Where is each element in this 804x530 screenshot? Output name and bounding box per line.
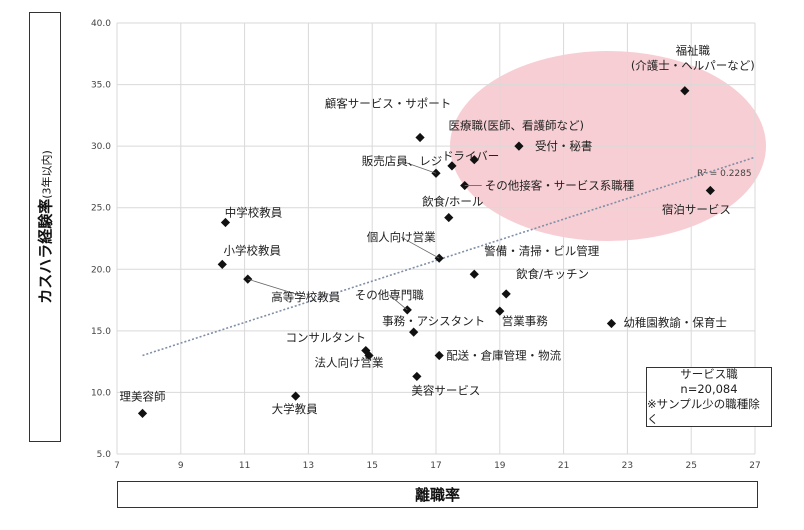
data-point: [415, 132, 425, 143]
label-leader-line: [401, 160, 437, 174]
x-tick-label: 7: [114, 461, 120, 471]
point-label: 高等学校教員: [271, 290, 340, 304]
trendline: [142, 156, 756, 357]
point-label: 営業事務: [502, 314, 548, 328]
point-sublabel: (介護士・ヘルパーなど): [631, 59, 755, 73]
data-point: [137, 408, 148, 418]
x-axis-label-box: 離職率: [117, 481, 758, 508]
x-tick-label: 13: [303, 461, 314, 471]
x-tick-label: 15: [366, 461, 377, 471]
x-tick-label: 19: [494, 461, 506, 471]
annotation-line-3: ※サンプル少の職種除く: [647, 397, 760, 426]
point-label: 配送・倉庫管理・物流: [446, 348, 561, 362]
point-label: 警備・清掃・ビル管理: [484, 244, 599, 258]
point-label: その他接客・サービス系職種: [485, 179, 635, 193]
data-point: [409, 327, 419, 337]
point-label: コンサルタント: [286, 331, 367, 345]
x-tick-label: 11: [239, 461, 250, 471]
label-leader-line: [247, 278, 306, 298]
x-tick-label: 21: [558, 461, 569, 471]
data-point: [469, 155, 479, 165]
label-leader-line: [400, 236, 440, 259]
y-tick-label: 35.0: [91, 81, 111, 91]
point-label: その他専門職: [355, 288, 424, 302]
point-label: 飲食/ホール: [422, 195, 483, 209]
point-label: 事務・アシスタント: [382, 314, 485, 328]
y-tick-label: 10.0: [91, 388, 111, 398]
data-point: [606, 318, 617, 329]
data-point: [447, 161, 457, 171]
data-point: [220, 217, 231, 228]
point-label: 受付・秘書: [535, 139, 593, 153]
point-label: 販売店員、レジ: [362, 154, 443, 168]
point-label: 飲食/キッチン: [516, 267, 589, 281]
point-label: 幼稚園教諭・保育士: [623, 315, 727, 329]
point-label: 理美容師: [120, 389, 166, 403]
data-point: [434, 350, 444, 361]
annotation-box: サービス職 n=20,084 ※サンプル少の職種除く: [646, 367, 772, 427]
y-tick-label: 40.0: [91, 19, 111, 29]
data-point: [705, 185, 715, 196]
data-point: [495, 306, 505, 316]
x-tick-label: 25: [685, 461, 696, 471]
point-label: 福祉職: [676, 44, 711, 58]
y-tick-label: 15.0: [91, 327, 111, 337]
label-leader-line: [389, 294, 408, 311]
trendline-r2-label: R² = 0.2285: [697, 169, 752, 179]
point-label: 中学校教員: [225, 205, 283, 219]
data-point: [680, 86, 690, 96]
point-label: 個人向け営業: [367, 230, 436, 244]
x-tick-label: 9: [178, 461, 184, 471]
annotation-line-2: n=20,084: [680, 382, 738, 396]
data-point: [291, 391, 301, 401]
data-point: [412, 371, 422, 382]
data-point: [501, 289, 511, 299]
annotation-line-1: サービス職: [680, 367, 738, 381]
data-point: [217, 259, 227, 269]
point-label: 医療職(医師、看護師など): [449, 119, 584, 133]
x-axis-title: 離職率: [414, 486, 460, 504]
y-axis-label-box: カスハラ経験率(3年以内): [29, 12, 61, 442]
point-label: 顧客サービス・サポート: [325, 97, 452, 111]
y-tick-label: 5.0: [97, 450, 112, 460]
y-tick-label: 20.0: [91, 265, 111, 275]
x-tick-label: 17: [430, 461, 441, 471]
data-point: [514, 141, 524, 151]
point-label: ドライバー: [442, 149, 499, 163]
data-point: [444, 212, 454, 223]
data-point: [469, 269, 479, 279]
point-label: 美容サービス: [411, 383, 480, 397]
point-label: 宿泊サービス: [662, 202, 731, 216]
y-tick-label: 30.0: [91, 142, 111, 152]
point-label: 小学校教員: [224, 243, 282, 257]
y-tick-label: 25.0: [91, 204, 111, 214]
x-tick-label: 23: [622, 461, 633, 471]
point-label: 法人向け営業: [315, 355, 384, 369]
data-point: [364, 350, 374, 361]
point-label: 大学教員: [272, 402, 318, 416]
x-tick-label: 27: [749, 461, 760, 471]
